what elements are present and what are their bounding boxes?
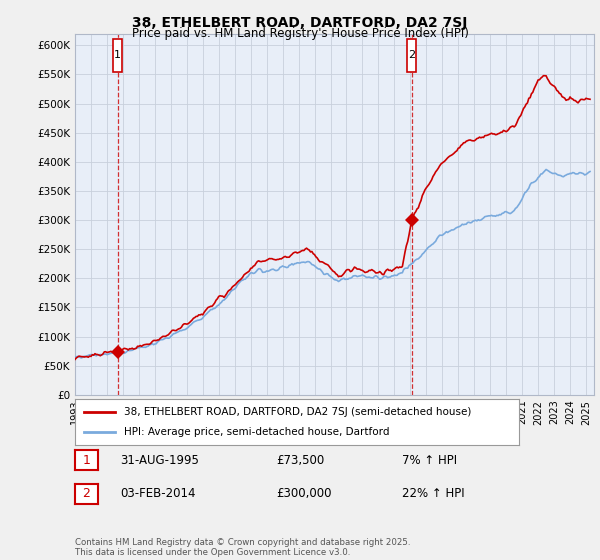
- Text: 22% ↑ HPI: 22% ↑ HPI: [402, 487, 464, 501]
- Text: 7% ↑ HPI: 7% ↑ HPI: [402, 454, 457, 467]
- Text: HPI: Average price, semi-detached house, Dartford: HPI: Average price, semi-detached house,…: [124, 427, 389, 437]
- Text: 38, ETHELBERT ROAD, DARTFORD, DA2 7SJ: 38, ETHELBERT ROAD, DARTFORD, DA2 7SJ: [133, 16, 467, 30]
- Text: Contains HM Land Registry data © Crown copyright and database right 2025.
This d: Contains HM Land Registry data © Crown c…: [75, 538, 410, 557]
- FancyBboxPatch shape: [113, 39, 122, 72]
- Text: 38, ETHELBERT ROAD, DARTFORD, DA2 7SJ (semi-detached house): 38, ETHELBERT ROAD, DARTFORD, DA2 7SJ (s…: [124, 407, 471, 417]
- Text: £73,500: £73,500: [276, 454, 324, 467]
- Text: 03-FEB-2014: 03-FEB-2014: [120, 487, 196, 501]
- Text: 31-AUG-1995: 31-AUG-1995: [120, 454, 199, 467]
- Text: 1: 1: [82, 454, 91, 467]
- Text: £300,000: £300,000: [276, 487, 331, 501]
- Text: Price paid vs. HM Land Registry's House Price Index (HPI): Price paid vs. HM Land Registry's House …: [131, 27, 469, 40]
- Text: 2: 2: [82, 487, 91, 501]
- Text: 1: 1: [114, 50, 121, 60]
- Text: 2: 2: [408, 50, 415, 60]
- FancyBboxPatch shape: [407, 39, 416, 72]
